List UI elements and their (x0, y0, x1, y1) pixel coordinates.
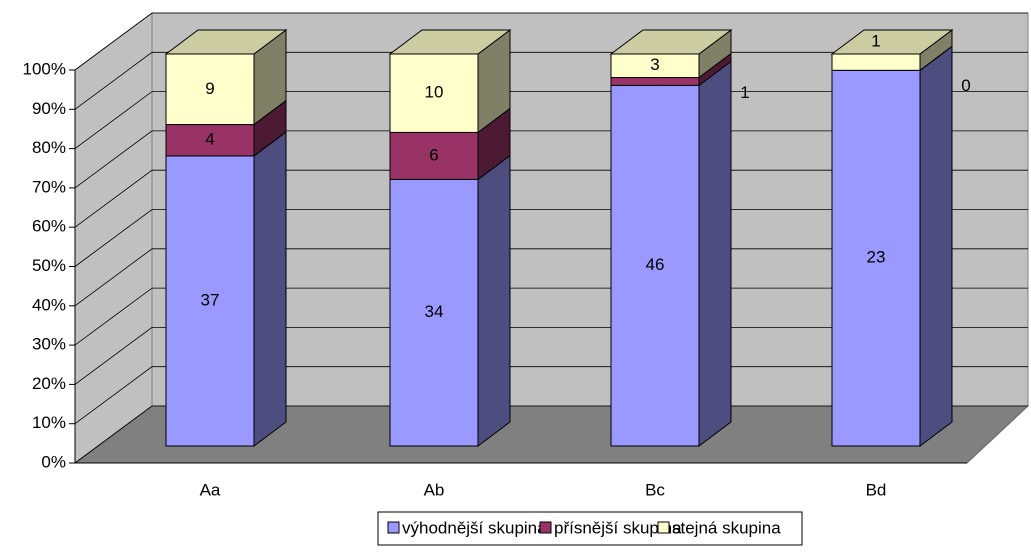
bar (389, 131, 479, 180)
legend-swatch (657, 521, 670, 534)
y-tick-label: 90% (32, 99, 66, 118)
grid-line (74, 169, 1028, 228)
x-tick-label: Bc (645, 480, 665, 499)
bar (610, 84, 700, 447)
bar (165, 124, 255, 157)
legend-label: výhodnější skupina (402, 518, 547, 537)
y-tick-label: 30% (32, 335, 66, 354)
bar-top (164, 29, 288, 55)
bar-side (919, 45, 953, 447)
legend-swatch (539, 521, 552, 534)
data-label: 3 (650, 55, 659, 74)
grid-line (74, 326, 1028, 385)
grid-line (74, 12, 1028, 71)
bar-side (698, 60, 732, 447)
y-tick-label: 10% (32, 413, 66, 432)
legend-label: přísnější skupina (554, 518, 682, 537)
legend (377, 511, 803, 546)
bar (165, 155, 255, 447)
bar (831, 53, 921, 71)
grid-line (74, 130, 1028, 189)
data-label: 1 (871, 31, 880, 50)
x-tick-label: Bd (866, 480, 887, 499)
data-label: 10 (425, 83, 444, 102)
y-tick-label: 60% (32, 217, 66, 236)
data-label: 34 (425, 302, 444, 321)
grid-line (74, 248, 1028, 307)
data-label: 1 (740, 83, 749, 102)
data-label: 0 (961, 76, 970, 95)
grid-line (74, 209, 1028, 267)
bar-side (477, 154, 511, 447)
bar-top (609, 29, 733, 55)
y-tick-label: 20% (32, 374, 66, 393)
x-tick-label: Aa (200, 480, 221, 499)
x-tick-label: Ab (424, 480, 445, 499)
data-label: 37 (201, 290, 220, 309)
grid-line (74, 287, 1028, 346)
data-label: 4 (205, 130, 214, 149)
grid-line (74, 366, 1028, 425)
bar (831, 69, 921, 447)
grid-line (74, 91, 1028, 149)
y-tick-label: 80% (32, 138, 66, 157)
y-tick-label: 40% (32, 295, 66, 314)
y-tick-label: 100% (23, 59, 66, 78)
legend-label: stejná skupina (672, 518, 781, 537)
bar (389, 53, 479, 133)
data-label: 9 (205, 79, 214, 98)
bar-top (388, 29, 512, 55)
data-label: 23 (867, 248, 886, 267)
data-label: 46 (646, 255, 665, 274)
bar-top (830, 29, 954, 55)
legend-swatch (387, 521, 400, 534)
y-tick-label: 0% (41, 452, 66, 471)
grid-line (74, 405, 1028, 464)
y-tick-label: 70% (32, 177, 66, 196)
bar-side (253, 130, 287, 447)
y-tick-label: 50% (32, 256, 66, 275)
bar (610, 77, 700, 86)
data-label: 6 (429, 145, 438, 164)
bar (165, 53, 255, 126)
grid-line (74, 51, 1028, 110)
